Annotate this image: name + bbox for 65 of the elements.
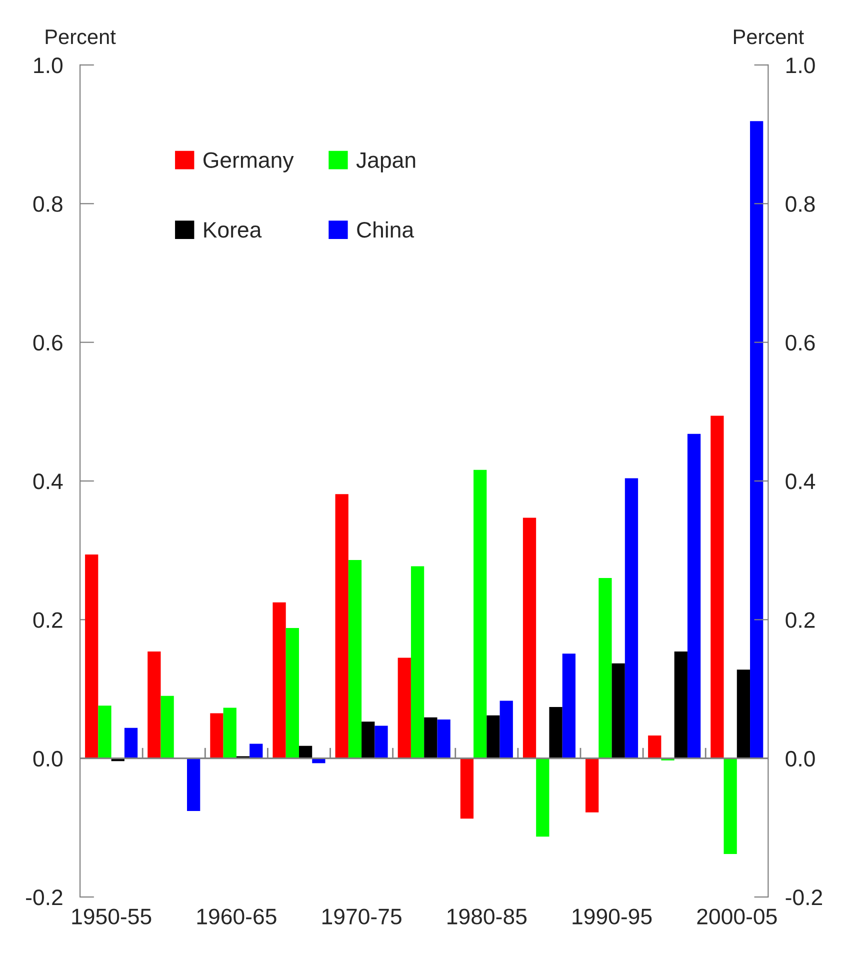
y-tick-label: 0.2 <box>33 612 62 628</box>
x-tick-label: 1950-55 <box>72 908 152 924</box>
y2-tick-label: 0.0 <box>786 750 815 767</box>
bar <box>750 121 764 758</box>
legend-label: China <box>357 221 414 238</box>
bar <box>500 700 513 758</box>
y2-tick-label: 1.0 <box>786 58 815 74</box>
bar <box>362 722 375 758</box>
y-tick-label: 1.0 <box>34 58 62 74</box>
y-tick-label: -0.2 <box>26 890 62 906</box>
bar <box>710 416 724 758</box>
bar <box>624 478 638 758</box>
x-tick-label: 1960-65 <box>197 908 276 924</box>
y-axis-title: Percent <box>46 30 116 44</box>
y2-tick-label: 0.2 <box>786 612 815 628</box>
y2-axis-title: Percent <box>734 30 804 44</box>
bar <box>335 494 348 758</box>
bar <box>460 758 474 819</box>
x-tick-label: 1970-75 <box>322 908 402 924</box>
bar <box>724 758 737 854</box>
bar <box>124 728 138 758</box>
y-tick-label: 0.6 <box>33 334 62 351</box>
bar <box>736 670 750 758</box>
bar <box>536 758 550 837</box>
bar <box>148 652 161 758</box>
y-tick-label: 0.8 <box>33 196 62 212</box>
x-tick-label: 1980-85 <box>448 908 527 924</box>
bar <box>272 602 286 758</box>
legend-label: Germany <box>204 152 294 172</box>
bar <box>562 654 576 758</box>
bar <box>437 720 450 758</box>
bar <box>410 566 424 758</box>
bar <box>98 706 112 758</box>
bar <box>474 470 487 758</box>
bar <box>687 434 701 758</box>
bar <box>612 663 625 758</box>
bar <box>160 696 174 758</box>
y2-tick-label: -0.2 <box>786 890 822 906</box>
bar <box>85 554 98 758</box>
bar <box>549 707 562 758</box>
bar <box>598 578 612 758</box>
y-tick-label: 0.0 <box>33 750 62 767</box>
bar <box>348 560 362 758</box>
bar <box>486 715 500 758</box>
y2-tick-label: 0.8 <box>786 196 815 212</box>
bar <box>424 717 438 758</box>
bar <box>286 628 299 758</box>
bar <box>250 744 263 758</box>
y-tick-label: 0.4 <box>33 474 63 490</box>
bar <box>398 658 411 758</box>
y2-tick-label: 0.6 <box>786 334 815 351</box>
bar <box>522 518 536 758</box>
bar <box>223 708 236 758</box>
bar <box>648 735 662 758</box>
x-tick-label: 2000-05 <box>697 908 777 924</box>
bar <box>210 713 224 758</box>
bar <box>374 726 388 758</box>
bar <box>586 758 599 812</box>
bar <box>187 758 200 812</box>
bar <box>674 652 688 758</box>
legend-label: Japan <box>356 152 416 172</box>
bar <box>298 746 312 758</box>
y2-tick-label: 0.4 <box>786 474 816 490</box>
x-tick-label: 1990-95 <box>572 908 652 924</box>
legend-label: Korea <box>204 222 262 238</box>
